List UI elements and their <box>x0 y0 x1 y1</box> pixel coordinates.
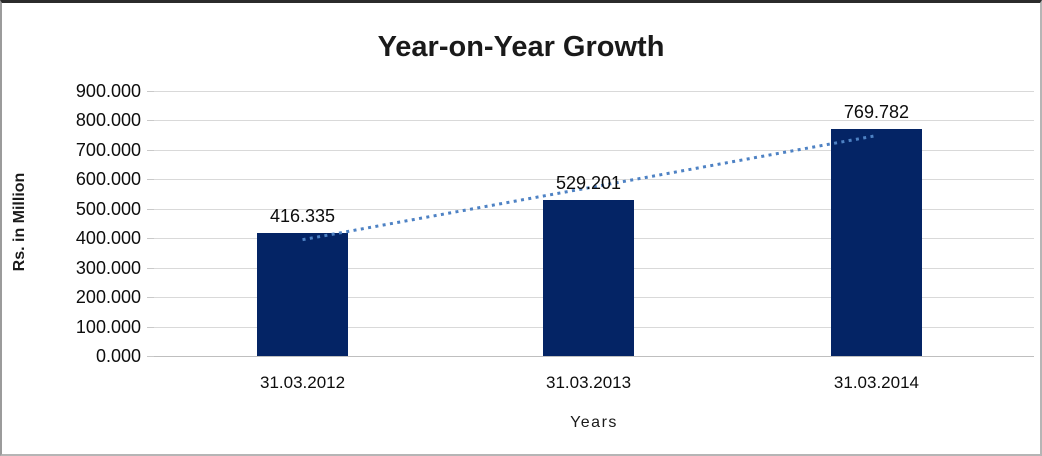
y-axis-tick-mark <box>147 238 154 240</box>
y-axis-tick-mark <box>147 120 154 122</box>
trendline-segment <box>302 134 877 242</box>
y-axis-tick-mark <box>147 297 154 299</box>
chart-title: Year-on-Year Growth <box>377 31 665 63</box>
gridline <box>154 356 1034 357</box>
y-tick-label: 200.000 <box>75 287 141 308</box>
gridline <box>154 149 1034 151</box>
bar-value-label: 529.201 <box>555 173 622 194</box>
y-tick-label: 900.000 <box>75 81 141 101</box>
x-tick-label: 31.03.2012 <box>259 373 346 392</box>
y-tick-label: 0.000 <box>95 346 141 366</box>
gridline <box>154 179 1034 181</box>
y-tick-label: 100.000 <box>75 316 141 337</box>
y-tick-label: 800.000 <box>75 110 141 131</box>
y-tick-label: 600.000 <box>75 169 141 190</box>
y-axis-tick-mark <box>147 91 154 92</box>
x-tick-label: 31.03.2014 <box>833 373 920 392</box>
y-axis-tick-mark <box>147 208 154 210</box>
bar-value-label: 769.782 <box>843 102 909 123</box>
y-axis-tick-mark <box>147 149 154 151</box>
y-axis-tick-mark <box>147 356 154 357</box>
gridline <box>154 120 1034 122</box>
y-tick-label: 400.000 <box>75 228 141 249</box>
y-tick-label: 300.000 <box>75 257 141 278</box>
bar-31.03.2012 <box>257 233 349 356</box>
trendline <box>302 134 877 242</box>
y-tick-label: 500.000 <box>75 198 141 219</box>
bar-31.03.2013 <box>543 200 635 356</box>
gridline <box>154 91 1034 92</box>
y-tick-label: 700.000 <box>75 139 141 160</box>
y-axis-tick-mark <box>147 326 154 328</box>
bar-value-label: 416.335 <box>269 206 336 227</box>
bar-31.03.2014 <box>830 129 922 356</box>
x-axis-title: Years <box>570 414 618 431</box>
y-axis-tick-mark <box>147 179 154 181</box>
y-axis-tick-mark <box>147 267 154 269</box>
plot-area: 416.335 529.201 769.782 <box>147 91 1034 357</box>
x-tick-label: 31.03.2013 <box>545 373 632 392</box>
